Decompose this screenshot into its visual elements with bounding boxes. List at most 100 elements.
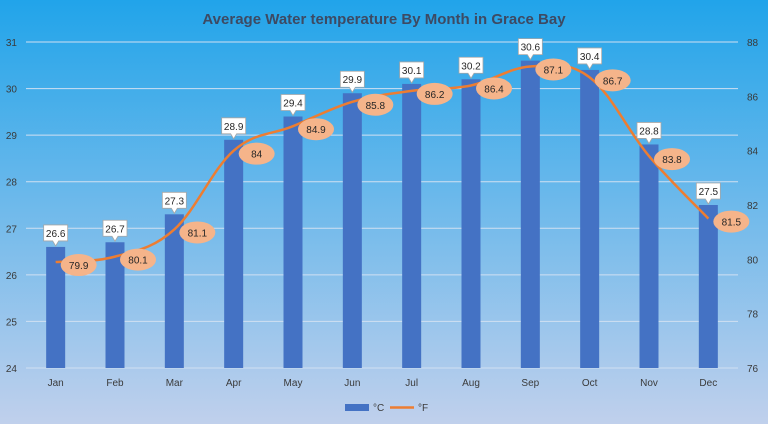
line-data-label: 83.8 [654, 148, 690, 171]
bar-data-label: 27.5 [695, 182, 721, 205]
bar-label-box [399, 61, 425, 84]
bar-data-label: 26.7 [102, 219, 128, 243]
bar-label-box [102, 219, 128, 243]
y-right-tick-label: 88 [747, 38, 759, 49]
line-label-bubble [713, 210, 750, 233]
line-label-text: 81.5 [722, 218, 742, 229]
line-label-text: 84.9 [306, 125, 326, 136]
line-data-label: 79.9 [60, 254, 97, 277]
y-left-tick-label: 31 [6, 38, 18, 49]
bar-label-box [636, 122, 662, 145]
y-left-tick-label: 24 [6, 364, 18, 375]
line-data-label: 84 [238, 142, 275, 165]
line-label-text: 86.4 [484, 84, 504, 95]
x-tick-label: Feb [106, 378, 124, 389]
bar-label-text: 29.4 [283, 99, 303, 110]
line-data-label: 85.8 [357, 93, 394, 116]
bar-data-label: 30.1 [399, 61, 425, 84]
x-tick-label: Jul [405, 378, 418, 389]
line-label-bubble [357, 93, 394, 116]
line-label-text: 80.1 [128, 256, 148, 267]
bar-label-text: 29.9 [343, 75, 363, 86]
x-tick-label: Sep [521, 378, 539, 389]
bar-label-box [517, 38, 543, 61]
bar-label-text: 30.2 [461, 61, 481, 72]
y-right-tick-label: 86 [747, 92, 759, 103]
y-right-tick-label: 78 [747, 310, 759, 321]
bar-label-box [161, 191, 187, 215]
legend-swatch-celsius [345, 404, 369, 411]
line-label-text: 85.8 [366, 101, 386, 112]
x-tick-label: Jun [344, 378, 360, 389]
x-tick-label: Oct [582, 378, 598, 389]
line-data-label: 81.1 [179, 221, 216, 244]
line-data-label: 86.2 [416, 82, 453, 105]
axes: 24 25 26 27 28 29 30 31 76 78 80 82 84 86 88 Jan Feb Mar A… [6, 38, 759, 389]
bar-label-text: 26.7 [105, 224, 125, 235]
y-right-tick-label: 80 [747, 255, 759, 266]
line-series [55, 63, 710, 264]
bar-label-text: 27.3 [165, 196, 185, 207]
y-left-tick-label: 28 [6, 178, 18, 189]
line-label-bubble [654, 148, 690, 171]
line-data-label: 86.4 [476, 77, 512, 100]
legend-label-fahrenheit: °F [418, 403, 428, 414]
line-label-text: 86.7 [603, 76, 623, 87]
line-label-bubble [416, 82, 453, 105]
x-tick-label: Nov [640, 378, 658, 389]
bar-data-label: 30.6 [517, 38, 543, 61]
bar-series [46, 60, 718, 369]
bar [461, 79, 481, 368]
line-label-bubble [535, 58, 572, 81]
bar [639, 144, 659, 368]
bar-label-text: 30.4 [580, 52, 600, 63]
bar-label-text: 30.6 [521, 43, 541, 54]
line-label-bubble [120, 248, 156, 271]
y-left-tick-label: 29 [6, 131, 18, 142]
y-left-tick-label: 27 [6, 224, 18, 235]
bar [402, 83, 422, 369]
bar-label-text: 27.5 [699, 187, 719, 198]
bar [342, 93, 362, 368]
bar-label-box [280, 94, 306, 117]
bar-data-label: 30.4 [577, 47, 603, 70]
line-label-bubble [298, 118, 334, 141]
bar-label-box [339, 70, 365, 94]
bar-label-box [221, 117, 247, 140]
line-label-bubble [594, 69, 631, 92]
line-path [55, 63, 710, 264]
line-data-label: 81.5 [713, 210, 750, 233]
y-right-tick-label: 76 [747, 364, 759, 375]
line-label-text: 86.2 [425, 90, 445, 101]
x-tick-label: Mar [166, 378, 184, 389]
bar-label-text: 30.1 [402, 66, 422, 77]
bar [224, 139, 244, 368]
bar [520, 60, 540, 368]
line-label-bubble [476, 77, 512, 100]
legend-label-celsius: °C [373, 403, 384, 414]
bar-label-text: 28.9 [224, 122, 244, 133]
y-left-tick-label: 26 [6, 271, 18, 282]
bar-data-label: 26.6 [43, 224, 69, 247]
bar [164, 214, 184, 368]
x-tick-label: Jan [48, 378, 64, 389]
line-label-bubble [238, 142, 275, 165]
y-left-tick-label: 25 [6, 317, 18, 328]
bar-label-box [458, 56, 484, 80]
line-label-text: 81.1 [188, 228, 208, 239]
bar-data-label: 28.8 [636, 122, 662, 145]
line-data-label: 80.1 [120, 248, 156, 271]
bar [698, 205, 718, 368]
x-tick-label: Dec [699, 378, 717, 389]
chart-title: Average Water temperature By Month in Gr… [202, 11, 566, 28]
bar-data-label: 28.9 [221, 117, 247, 140]
x-tick-label: Aug [462, 378, 480, 389]
bar-label-box [577, 47, 603, 70]
bar-data-label: 27.3 [161, 191, 187, 215]
y-right-tick-label: 82 [747, 201, 759, 212]
bar-label-box [695, 182, 721, 205]
x-tick-label: May [284, 378, 303, 389]
bar [46, 246, 66, 368]
